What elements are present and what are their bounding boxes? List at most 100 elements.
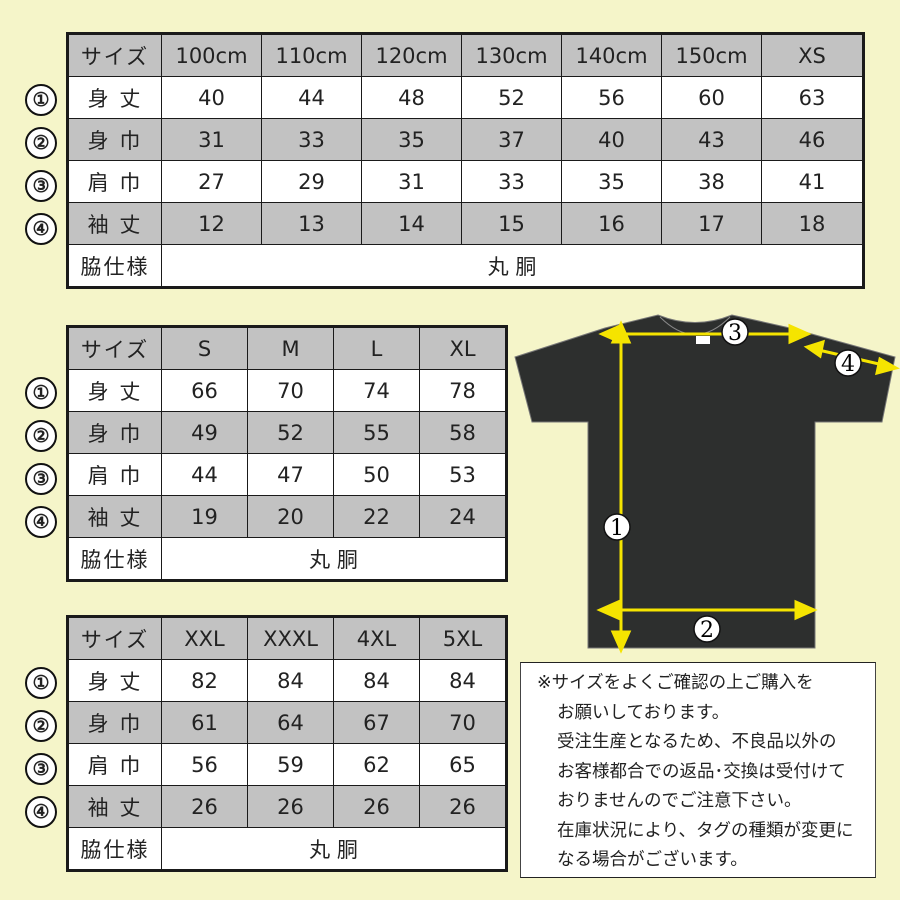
row-label: 身 丈: [67, 659, 162, 702]
table-cell: 41: [761, 160, 864, 203]
row-marker-2: ②: [25, 420, 57, 452]
tshirt-diagram: 1 2 3 4: [514, 314, 900, 654]
table-cell: 17: [661, 202, 762, 245]
row-marker-1: ①: [25, 377, 57, 409]
marker-1: 1: [603, 513, 631, 541]
table-cell: 40: [161, 76, 262, 119]
column-header: 100cm: [161, 33, 262, 77]
row-marker-3: ③: [25, 753, 57, 785]
tag-icon: [696, 336, 710, 344]
table-cell: 46: [761, 118, 864, 161]
table-cell: 61: [161, 701, 248, 744]
table-cell: 20: [247, 495, 334, 538]
table-cell: 29: [261, 160, 362, 203]
table-cell: 33: [461, 160, 562, 203]
table-row: 袖 丈 19 20 22 24: [67, 495, 507, 538]
table-cell: 65: [419, 743, 507, 786]
table-cell: 60: [661, 76, 762, 119]
row-label: 身 巾: [67, 701, 162, 744]
column-header: サイズ: [67, 326, 162, 370]
svg-text:1: 1: [610, 516, 624, 541]
side-spec-row: 脇仕様丸 胴: [67, 827, 507, 871]
table-cell: 40: [561, 118, 662, 161]
table-cell: 31: [361, 160, 462, 203]
row-marker-2: ②: [25, 710, 57, 742]
side-spec-value: 丸 胴: [161, 244, 864, 288]
column-header: 5XL: [419, 616, 507, 660]
table-cell: 64: [247, 701, 334, 744]
table-row: 袖 丈 12 13 14 15 16 17 18: [67, 202, 864, 245]
table-header-row: サイズ 100cm 110cm 120cm 130cm 140cm 150cm XS: [67, 33, 864, 77]
marker-2: 2: [693, 615, 721, 643]
row-marker-4: ④: [25, 506, 57, 538]
row-marker-1: ①: [25, 667, 57, 699]
table-cell: 56: [561, 76, 662, 119]
table-row: 肩 巾 27 29 31 33 35 38 41: [67, 160, 864, 203]
table-cell: 44: [261, 76, 362, 119]
table-row: 身 巾 31 33 35 37 40 43 46: [67, 118, 864, 161]
marker-3: 3: [721, 318, 749, 346]
column-header: XXL: [161, 616, 248, 660]
row-marker-4: ④: [25, 213, 57, 245]
table-cell: 19: [161, 495, 248, 538]
row-label: 身 巾: [67, 118, 162, 161]
column-header: S: [161, 326, 248, 370]
row-label: 袖 丈: [67, 202, 162, 245]
table-cell: 70: [419, 701, 507, 744]
table-cell: 12: [161, 202, 262, 245]
notice-line: なる場合がございます。: [557, 850, 748, 870]
table-cell: 84: [333, 659, 420, 702]
row-label: 袖 丈: [67, 785, 162, 828]
column-header: XXXL: [247, 616, 334, 660]
side-spec-row: 脇仕様丸 胴: [67, 537, 507, 581]
table-cell: 22: [333, 495, 420, 538]
column-header: M: [247, 326, 334, 370]
notice-box: ※サイズをよくご確認の上ご購入を お願いしております。 受注生産となるため、不良…: [520, 662, 876, 878]
row-label: 身 巾: [67, 411, 162, 454]
side-spec-value: 丸 胴: [161, 827, 507, 871]
table-cell: 44: [161, 453, 248, 496]
table-cell: 74: [333, 369, 420, 412]
row-marker-1: ①: [25, 84, 57, 116]
measure-arrows: [596, 320, 900, 654]
notice-line: おりませんのでご注意下さい。: [557, 791, 802, 811]
notice-line: 在庫状況により、タグの種類が変更に: [557, 820, 854, 841]
column-header: 140cm: [561, 33, 662, 77]
table-cell: 26: [161, 785, 248, 828]
tshirt-shape: [514, 314, 896, 649]
row-marker-2: ②: [25, 127, 57, 159]
row-label: 身 丈: [67, 369, 162, 412]
table-row: 身 丈 66 70 74 78: [67, 369, 507, 412]
table-cell: 84: [247, 659, 334, 702]
svg-text:2: 2: [700, 618, 714, 643]
table-cell: 26: [247, 785, 334, 828]
table-cell: 24: [419, 495, 507, 538]
column-header: L: [333, 326, 420, 370]
table-row: 肩 巾 44 47 50 53: [67, 453, 507, 496]
column-header: 120cm: [361, 33, 462, 77]
table-cell: 13: [261, 202, 362, 245]
side-spec-label: 脇仕様: [67, 537, 162, 581]
table-cell: 67: [333, 701, 420, 744]
table-cell: 27: [161, 160, 262, 203]
svg-text:3: 3: [728, 321, 742, 346]
table-cell: 82: [161, 659, 248, 702]
table-row: 身 巾 61 64 67 70: [67, 701, 507, 744]
table-cell: 53: [419, 453, 507, 496]
table-cell: 52: [461, 76, 562, 119]
table-cell: 48: [361, 76, 462, 119]
table-header-row: サイズ XXL XXXL 4XL 5XL: [67, 616, 507, 660]
table-cell: 49: [161, 411, 248, 454]
table-cell: 43: [661, 118, 762, 161]
notice-line: お願いしております。: [557, 702, 730, 723]
side-spec-label: 脇仕様: [67, 827, 162, 871]
table-cell: 55: [333, 411, 420, 454]
column-header: XL: [419, 326, 507, 370]
notice-line: 受注生産となるため、不良品以外の: [557, 732, 837, 752]
table-cell: 37: [461, 118, 562, 161]
table-cell: 62: [333, 743, 420, 786]
table-cell: 26: [419, 785, 507, 828]
size-table-1: サイズ 100cm 110cm 120cm 130cm 140cm 150cm XS 身 丈 40…: [66, 32, 865, 289]
table-cell: 14: [361, 202, 462, 245]
table-row: 身 丈 40 44 48 52 56 60 63: [67, 76, 864, 119]
